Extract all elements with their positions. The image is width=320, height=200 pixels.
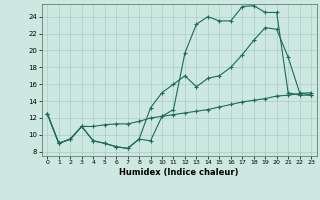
X-axis label: Humidex (Indice chaleur): Humidex (Indice chaleur) — [119, 168, 239, 177]
